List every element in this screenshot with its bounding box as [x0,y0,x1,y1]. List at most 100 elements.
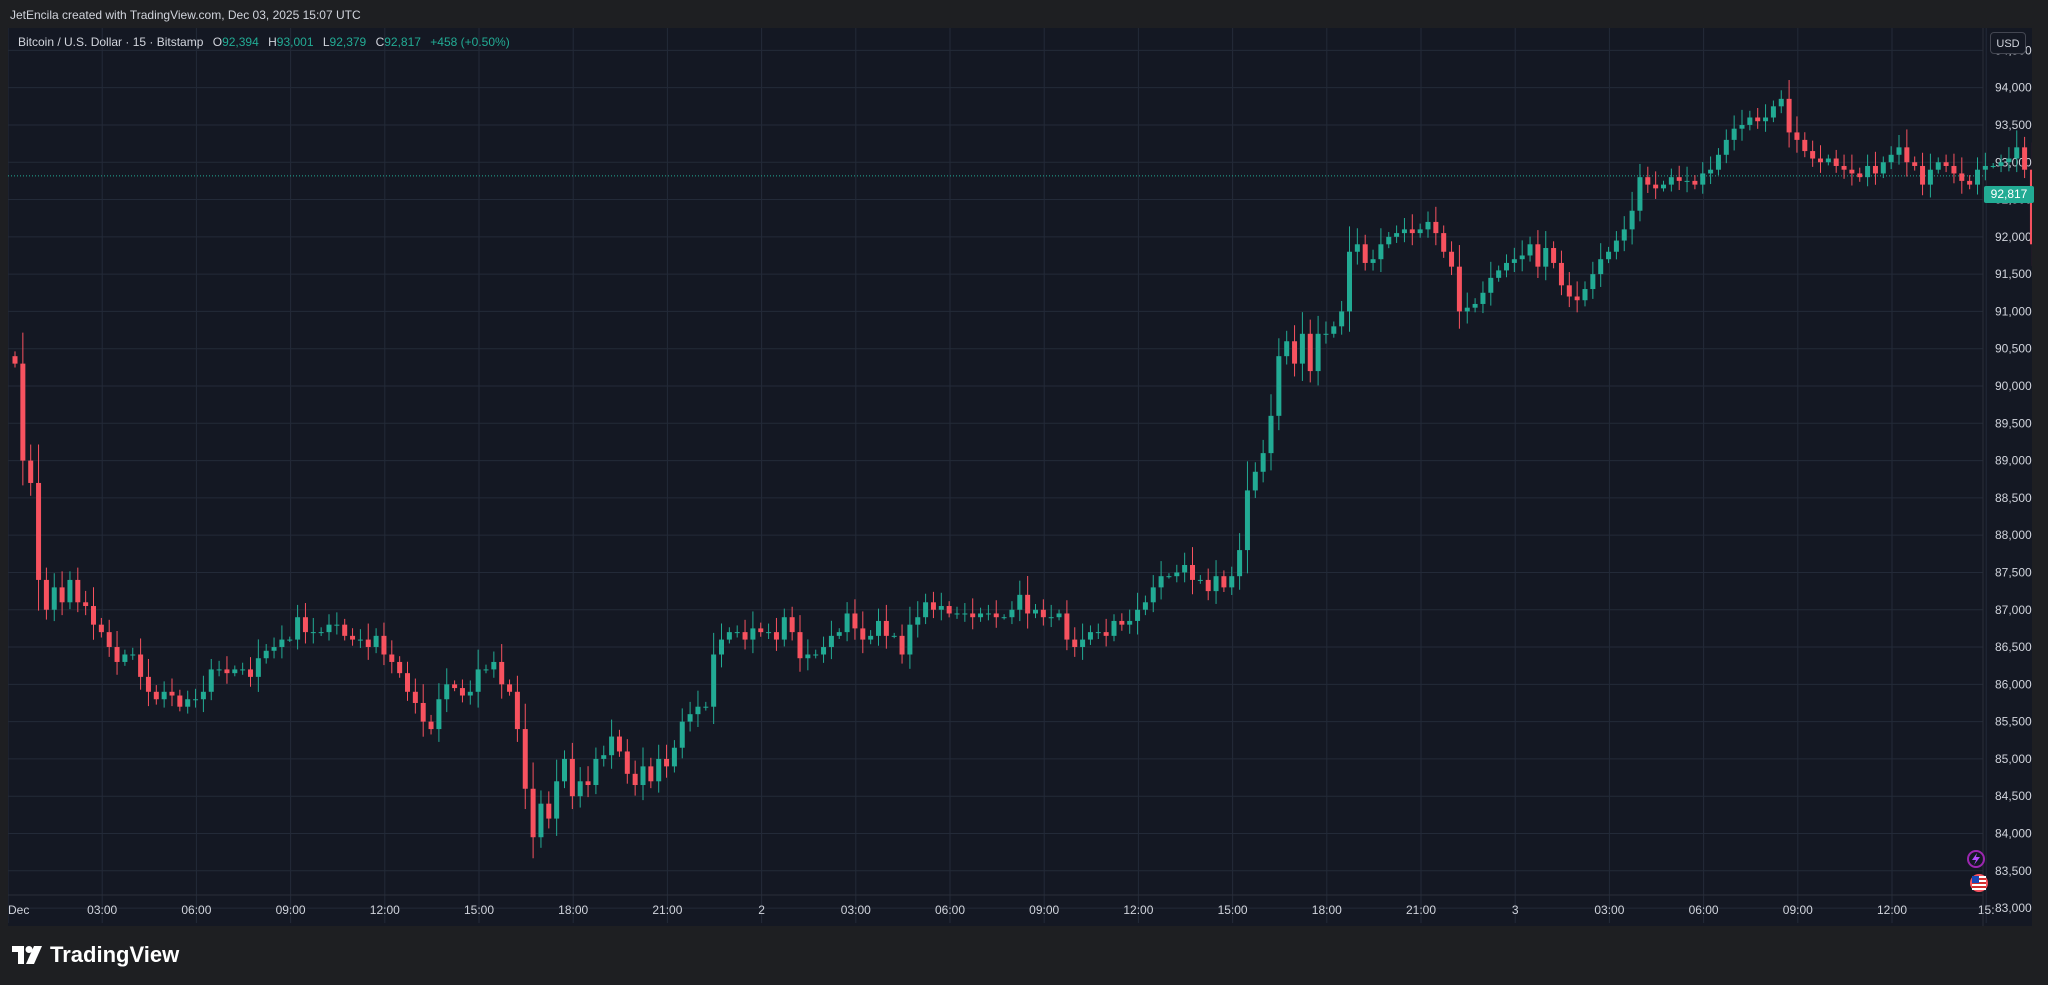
candle-body [224,669,230,674]
candle-body [326,624,332,633]
candle-body [240,669,246,671]
currency-button[interactable]: USD [1990,32,2026,54]
candle-body [954,613,960,615]
candle-body [1841,165,1847,170]
symbol-legend: Bitcoin / U.S. Dollar · 15 · Bitstamp O9… [18,35,510,49]
candle-body [2022,147,2028,170]
candle-body [624,751,630,774]
candle-body [1543,248,1549,267]
candle-body [805,654,811,659]
us-flag-icon[interactable] [1970,874,1988,892]
candle-body [1135,609,1141,621]
candle-body [781,617,787,640]
candle-body [1982,165,1988,170]
candle-body [1802,139,1808,152]
x-tick-label: 21:00 [1406,903,1436,917]
candle-body [695,706,701,715]
candle-body [1818,158,1823,163]
candle-body [1127,620,1133,625]
candle-body [1849,169,1855,174]
x-tick-label: 15:00 [1218,903,1248,917]
x-tick-label: 06:00 [181,903,211,917]
candle-body [83,602,89,607]
x-tick-label: 06:00 [935,903,965,917]
candle-body [719,639,724,655]
y-tick-label: 88,500 [1995,491,2032,505]
candle-body [1386,236,1392,245]
x-tick-label: 21:00 [652,903,682,917]
candle-body [1621,229,1627,241]
candle-body [153,691,159,700]
candle-body [1307,333,1313,372]
candle-body [138,654,144,677]
x-tick-label: 3 [1512,903,1519,917]
price-chart[interactable]: 83,000 83,500 84,000 84,500 85,000 85,500 86,0… [8,28,2032,926]
candle-body [993,613,999,618]
y-tick-label: 84,500 [1995,789,2032,803]
candle-body [876,620,881,636]
x-tick-label: 06:00 [1689,903,1719,917]
candle-body [59,587,65,603]
candle-body [1072,639,1078,648]
tradingview-logo-icon [12,946,42,964]
candle-body [1661,184,1666,189]
y-tick-label: 89,500 [1995,416,2032,430]
candle-body [1362,244,1368,263]
candle-body [1370,259,1376,263]
x-tick-label: 15:00 [464,903,494,917]
candle-body [36,482,42,580]
candle-body [1252,471,1258,491]
candle-body [577,781,583,797]
candle-body [20,363,26,461]
candle-body [1213,576,1219,592]
candle-body [1613,240,1619,252]
candle-body [507,684,513,692]
candle-body [2006,158,2012,163]
x-tick-label: 2 [758,903,765,917]
candle-body [1260,453,1266,472]
candle-body [1590,274,1596,290]
candle-body [538,803,544,838]
candle-body [1464,307,1470,312]
candle-body [569,758,575,797]
candle-body [734,632,740,634]
candle-body [891,635,897,637]
candle-body [1394,233,1400,237]
candle-body [263,650,269,659]
candle-body [334,624,340,626]
candle-body [373,635,379,648]
candle-body [357,639,363,641]
candle-body [1080,639,1086,648]
candle-body [1896,147,1902,155]
candle-body [1566,285,1572,297]
candle-body [883,620,889,636]
change-value: +458 (+0.50%) [430,35,510,49]
candle-body [1959,173,1965,181]
y-tick-label: 94,000 [1995,81,2032,95]
x-tick-label: 09:00 [1029,903,1059,917]
candle-body [1292,341,1298,364]
candle-body [1778,98,1784,107]
candle-body [1166,576,1172,578]
last-price-label: 92,817 [1984,186,2034,203]
candle-body [161,691,167,700]
x-tick-label: 09:00 [276,903,306,917]
candle-body [287,639,293,641]
x-tick-label: 03:00 [1594,903,1624,917]
candle-body [1794,132,1800,140]
x-tick-label: 03:00 [87,903,117,917]
close-value: 92,817 [384,35,421,49]
candle-body [405,673,410,692]
candle-body [75,579,81,603]
candle-body [1040,609,1046,618]
candle-body [836,632,842,636]
candle-body [1056,613,1062,618]
candle-body [1095,632,1101,634]
y-tick-label: 93,500 [1995,118,2032,132]
candle-body [726,632,732,640]
candle-body [1354,244,1360,252]
tradingview-logo[interactable]: TradingView [12,942,179,968]
lightning-icon[interactable] [1967,850,1985,868]
y-tick-label: 85,500 [1995,715,2032,729]
candle-body [938,606,944,610]
